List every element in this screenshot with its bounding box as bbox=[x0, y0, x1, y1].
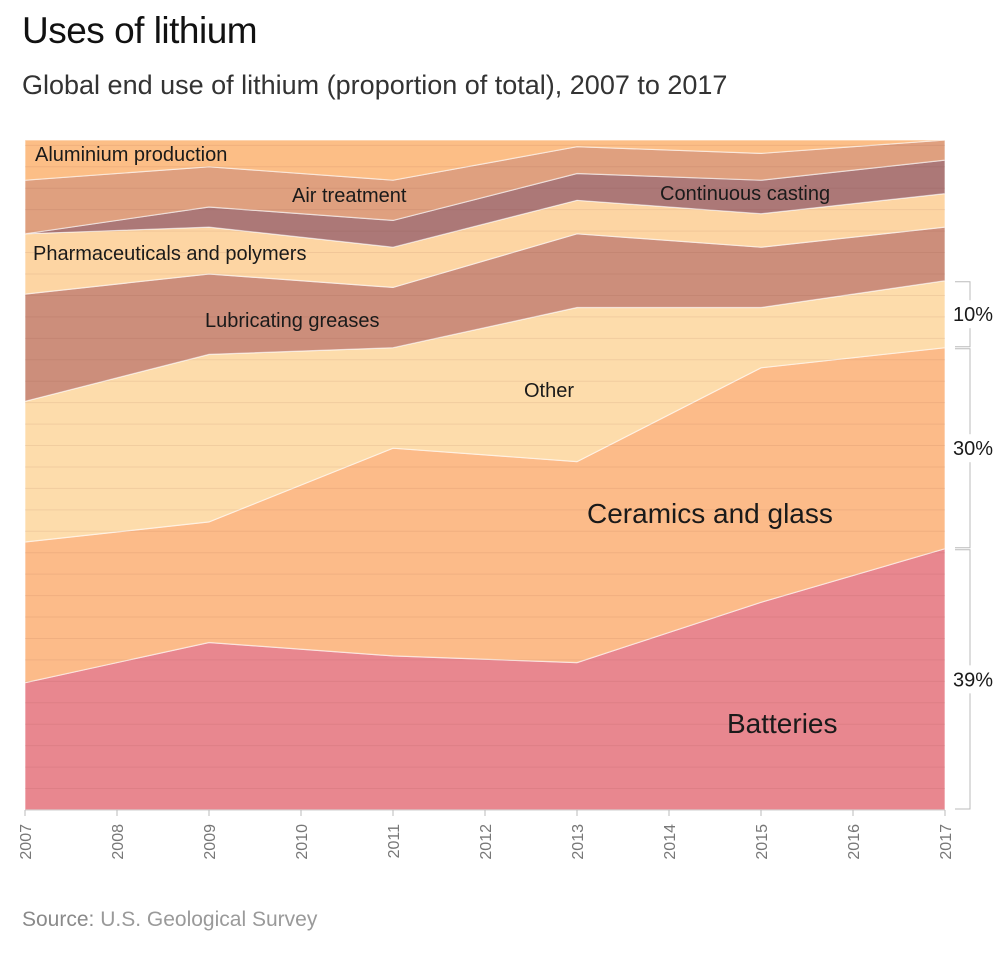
source-text: U.S. Geological Survey bbox=[100, 908, 318, 931]
x-axis: 2007 2008 2009 2010 2011 2012 2013 2014 2015 2016… bbox=[18, 810, 955, 860]
pct-batteries: 39% bbox=[953, 669, 993, 691]
label-ceramics-and-glass: Ceramics and glass bbox=[587, 498, 833, 529]
label-air-treatment: Air treatment bbox=[292, 185, 407, 207]
x-tick-label: 2014 bbox=[662, 824, 679, 860]
x-tick-label: 2017 bbox=[938, 824, 955, 860]
area-layers bbox=[24, 139, 946, 811]
area-aluminium-production bbox=[24, 139, 946, 181]
pct-bg-ceramics-and-glass bbox=[948, 434, 998, 463]
x-tick-label: 2007 bbox=[18, 824, 35, 860]
area-labels: Aluminium production Air treatment Continu… bbox=[33, 144, 838, 739]
label-aluminium-production: Aluminium production bbox=[35, 144, 227, 166]
label-continuous-casting: Continuous casting bbox=[660, 183, 830, 205]
x-tick-label: 2009 bbox=[202, 824, 219, 860]
x-tick-label: 2010 bbox=[294, 824, 311, 860]
label-other: Other bbox=[524, 380, 574, 402]
x-tick-label: 2008 bbox=[110, 824, 127, 860]
source-label: Source: bbox=[22, 908, 95, 931]
pct-bg-other bbox=[948, 300, 998, 329]
label-batteries: Batteries bbox=[727, 708, 838, 739]
end-brackets: 39% 30% 10% bbox=[948, 281, 998, 810]
gridlines bbox=[25, 144, 945, 811]
pct-bg-batteries bbox=[948, 665, 998, 694]
x-tick-label: 2012 bbox=[478, 824, 495, 860]
label-pharmaceuticals-and-polymers: Pharmaceuticals and polymers bbox=[33, 243, 306, 265]
label-lubricating-greases: Lubricating greases bbox=[205, 310, 380, 332]
x-tick-label: 2013 bbox=[570, 824, 587, 860]
pct-ceramics-and-glass: 30% bbox=[953, 438, 993, 460]
chart-title: Uses of lithium bbox=[22, 10, 258, 51]
chart-subtitle: Global end use of lithium (proportion of… bbox=[22, 70, 728, 100]
source-note: Source: U.S. Geological Survey bbox=[22, 908, 317, 932]
x-tick-label: 2016 bbox=[846, 824, 863, 860]
x-tick-label: 2011 bbox=[386, 824, 403, 859]
pct-other: 10% bbox=[953, 304, 993, 326]
x-tick-label: 2015 bbox=[754, 824, 771, 860]
